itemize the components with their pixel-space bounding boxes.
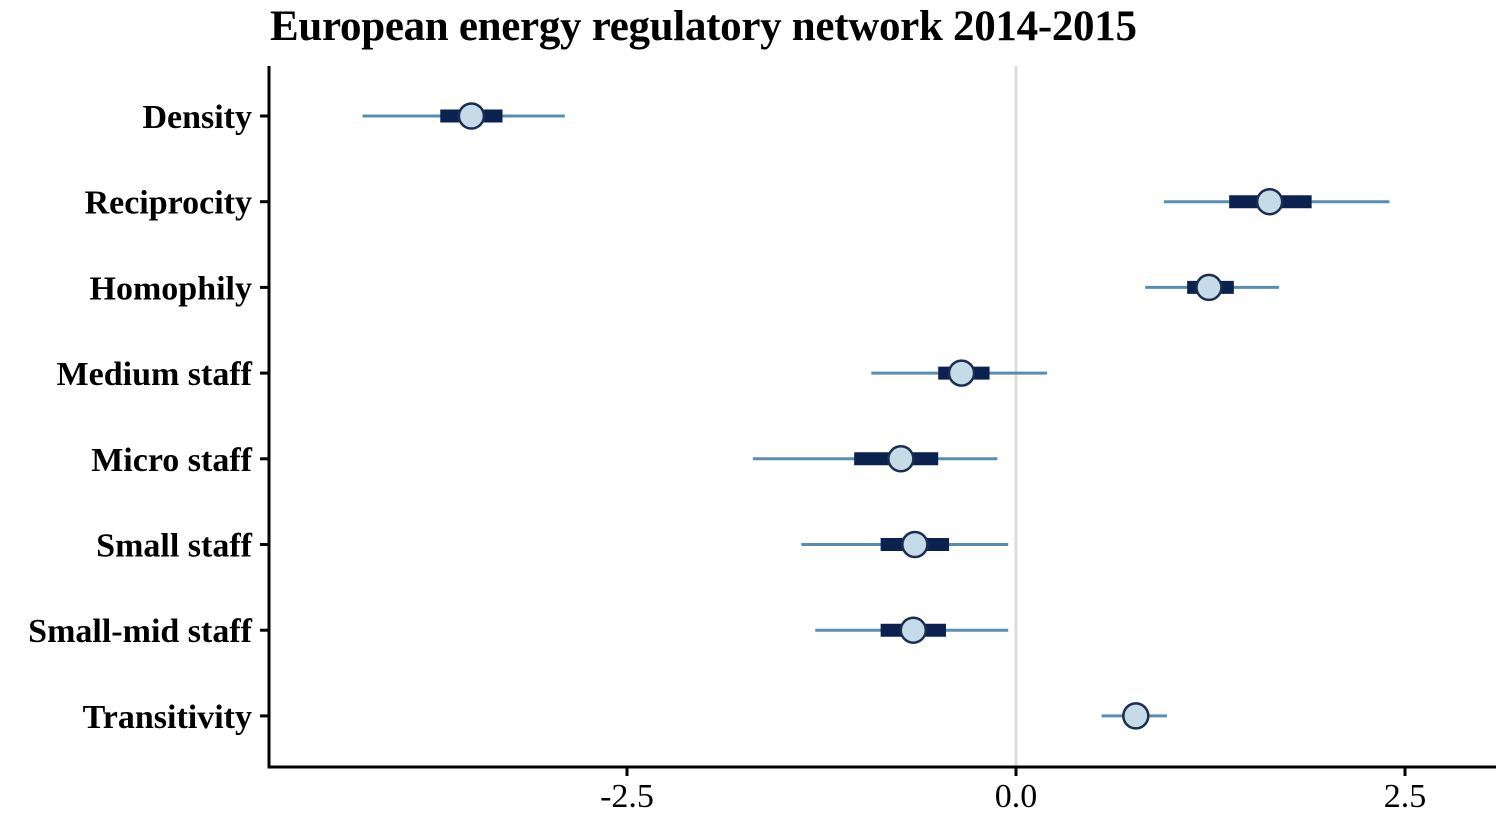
point-estimate bbox=[1122, 702, 1150, 730]
y-tick-label: Density bbox=[142, 99, 252, 136]
y-tick-label: Transitivity bbox=[83, 699, 252, 736]
point-estimate bbox=[457, 102, 486, 130]
axis-layer: -2.5 0.0 2.5 Density Reciprocity Homophily Med… bbox=[28, 66, 1496, 814]
y-tick-label: Small-mid staff bbox=[28, 613, 253, 650]
point-estimate bbox=[899, 616, 928, 644]
marks-layer bbox=[362, 102, 1390, 730]
x-tick-label: 2.5 bbox=[1384, 778, 1427, 814]
y-tick-label: Micro staff bbox=[91, 442, 252, 479]
x-tick-label: 0.0 bbox=[995, 778, 1038, 814]
y-tick-label: Homophily bbox=[90, 270, 252, 307]
point-estimate bbox=[1195, 273, 1223, 302]
y-tick-label: Small staff bbox=[96, 528, 253, 565]
y-tick-label: Medium staff bbox=[57, 356, 253, 393]
point-estimate bbox=[887, 445, 915, 473]
y-tick-label: Reciprocity bbox=[85, 185, 252, 222]
chart-title: European energy regulatory network 2014-… bbox=[270, 3, 1137, 50]
point-estimate bbox=[1255, 187, 1284, 216]
point-estimate bbox=[947, 359, 976, 387]
x-tick-label: -2.5 bbox=[600, 778, 654, 814]
point-estimate bbox=[901, 530, 929, 559]
